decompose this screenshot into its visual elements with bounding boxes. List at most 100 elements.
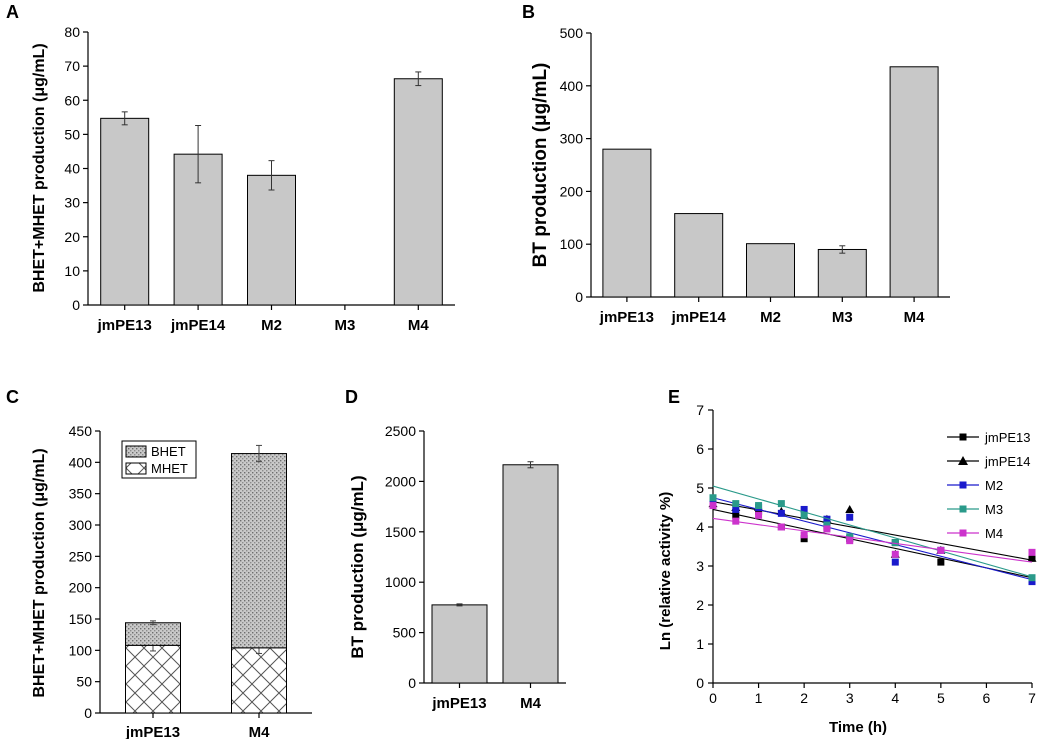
- panel-e-legend-label-jmpe14: jmPE14: [984, 454, 1031, 469]
- panel-a-x-label: M3: [334, 317, 355, 334]
- panel-e-y-tick-label: 1: [696, 636, 704, 652]
- panel-e-point-m4: [891, 550, 899, 558]
- panel-e-point-m3: [777, 500, 785, 508]
- panel-d-y-tick-label: 0: [408, 675, 416, 691]
- panel-b: B BT production (μg/mL) 0 100 200 300 400 500…: [522, 2, 950, 326]
- panel-e-point-m4: [800, 531, 808, 539]
- panel-e-point-jmpe14: [1027, 553, 1037, 562]
- panel-b-x-label: M3: [832, 309, 853, 326]
- panel-a: A BHET+MHET production (μg/mL) 0 10 20 30 40…: [6, 2, 455, 334]
- panel-e-point-m4: [777, 523, 785, 531]
- panel-c-bar-mhet: [231, 647, 287, 714]
- panel-e-x-tick-label: 2: [800, 690, 808, 706]
- panel-a-y-tick-label: 70: [64, 58, 80, 74]
- panel-a-y-tick-label: 10: [64, 263, 80, 279]
- panel-e-point-m2: [846, 513, 854, 521]
- panel-e-y-tick-label: 2: [696, 597, 704, 613]
- panel-e-point-jmpe13: [800, 535, 808, 543]
- panel-a-x-label: jmPE14: [170, 317, 226, 334]
- panel-e-point-m2: [777, 509, 785, 517]
- panel-e-point-m2: [732, 505, 740, 513]
- panel-e-legend-marker-jmpe13: [959, 433, 967, 441]
- panel-a-y-tick-label: 40: [64, 161, 80, 177]
- panel-e-point-m3: [891, 539, 899, 547]
- panel-a-bar: [247, 174, 296, 306]
- panel-d: D BT production (μg/mL) 0 500 1000 1500 2000…: [345, 387, 566, 712]
- panel-e-legend-label-jmpe13: jmPE13: [984, 430, 1031, 445]
- panel-b-bar: [889, 66, 939, 298]
- panel-e-x-tick-label: 1: [755, 690, 763, 706]
- panel-c-y-tick-label: 400: [69, 454, 93, 470]
- panel-b-x-label: jmPE13: [599, 309, 654, 326]
- panel-a-y-tick-label: 30: [64, 195, 80, 211]
- panel-e-point-m4: [755, 511, 763, 519]
- panel-e-x-tick-label: 3: [846, 690, 854, 706]
- panel-e-point-jmpe13: [732, 511, 740, 519]
- panel-e-point-m2: [709, 498, 717, 506]
- panel-b-y-tick-label: 400: [560, 78, 584, 94]
- panel-c-legend: BHET MHET: [121, 440, 197, 479]
- panel-a-y-tick-label: 0: [72, 297, 80, 313]
- panel-c-legend-swatch-mhet: [125, 462, 147, 475]
- panel-c-legend-label: MHET: [151, 461, 188, 476]
- panel-b-x-label: M4: [904, 309, 925, 326]
- panel-e-point-m3: [755, 502, 763, 510]
- panel-c-y-tick-label: 250: [69, 548, 93, 564]
- panel-d-y-tick-label: 1500: [385, 524, 416, 540]
- panel-a-x-label: jmPE13: [97, 317, 152, 334]
- panel-e-legend-label-m3: M3: [985, 502, 1003, 517]
- panel-e-point-m3: [1028, 574, 1036, 582]
- panel-c-y-tick-label: 150: [69, 611, 93, 627]
- panel-c-x-label: M4: [249, 724, 270, 739]
- panel-e-fit-line-m3: [712, 485, 1033, 578]
- panel-b-bar: [602, 148, 652, 298]
- panel-e-point-m3: [732, 500, 740, 508]
- panel-c-bar-mhet: [125, 644, 181, 714]
- panel-e-point-m3: [823, 521, 831, 529]
- panel-e-x-tick-label: 0: [709, 690, 717, 706]
- panel-e-x-tick-label: 6: [983, 690, 991, 706]
- panel-b-bar: [817, 248, 867, 298]
- panel-e-legend: jmPE13 jmPE14 M2 M3 M4: [947, 430, 1031, 541]
- panel-b-y-tick-label: 300: [560, 131, 584, 147]
- panel-c-y-tick-label: 450: [69, 423, 93, 439]
- panel-d-y-tick-label: 1000: [385, 574, 416, 590]
- panel-e-point-m2: [891, 558, 899, 566]
- panel-e-legend-marker-m4: [959, 529, 967, 537]
- panel-c-y-tick-label: 50: [76, 674, 92, 690]
- panel-d-y-tick-label: 2000: [385, 473, 416, 489]
- panel-a-y-tick-label: 20: [64, 229, 80, 245]
- panel-a-y-label: BHET+MHET production (μg/mL): [31, 43, 48, 292]
- panel-e-x-tick-label: 5: [937, 690, 945, 706]
- panel-e-x-tick-label: 7: [1028, 690, 1036, 706]
- panel-a-letter: A: [6, 2, 19, 22]
- panel-b-bar: [746, 243, 795, 298]
- panel-d-x-label: M4: [520, 695, 541, 712]
- panel-b-x-label: M2: [760, 309, 781, 326]
- panel-c-bar-bhet: [125, 622, 181, 646]
- panel-a-y-tick-label: 50: [64, 126, 80, 142]
- panel-d-y-tick-label: 2500: [385, 423, 416, 439]
- panel-e-y-tick-label: 6: [696, 441, 704, 457]
- panel-b-y-tick-label: 500: [560, 25, 584, 41]
- panel-e-fit-line-m2: [712, 497, 1033, 581]
- panel-b-bar: [674, 213, 724, 298]
- panel-e-y-tick-label: 7: [696, 402, 704, 418]
- panel-b-y-tick-label: 200: [560, 183, 584, 199]
- panel-c-legend-label: BHET: [151, 444, 186, 459]
- panel-a-x-label: M4: [408, 317, 429, 334]
- panel-b-y-label: BT production (μg/mL): [530, 63, 551, 268]
- panel-e-point-jmpe14: [845, 504, 855, 513]
- panel-c: C BHET+MHET production (μg/mL) 0 50 100 150…: [6, 387, 312, 739]
- panel-e-letter: E: [668, 387, 680, 407]
- panel-e-x-label: Time (h): [829, 719, 887, 736]
- panel-d-y-label: BT production (μg/mL): [348, 475, 367, 658]
- panel-b-y-tick-label: 100: [560, 236, 584, 252]
- panel-c-bar-bhet: [231, 453, 287, 649]
- panel-c-y-tick-label: 100: [69, 642, 93, 658]
- panel-e-point-m4: [709, 502, 717, 510]
- panel-a-x-label: M2: [261, 317, 282, 334]
- panel-e: E Ln (relative activity %) Time (h) 0 1 2 3…: [657, 387, 1037, 736]
- panel-e-legend-label-m4: M4: [985, 526, 1003, 541]
